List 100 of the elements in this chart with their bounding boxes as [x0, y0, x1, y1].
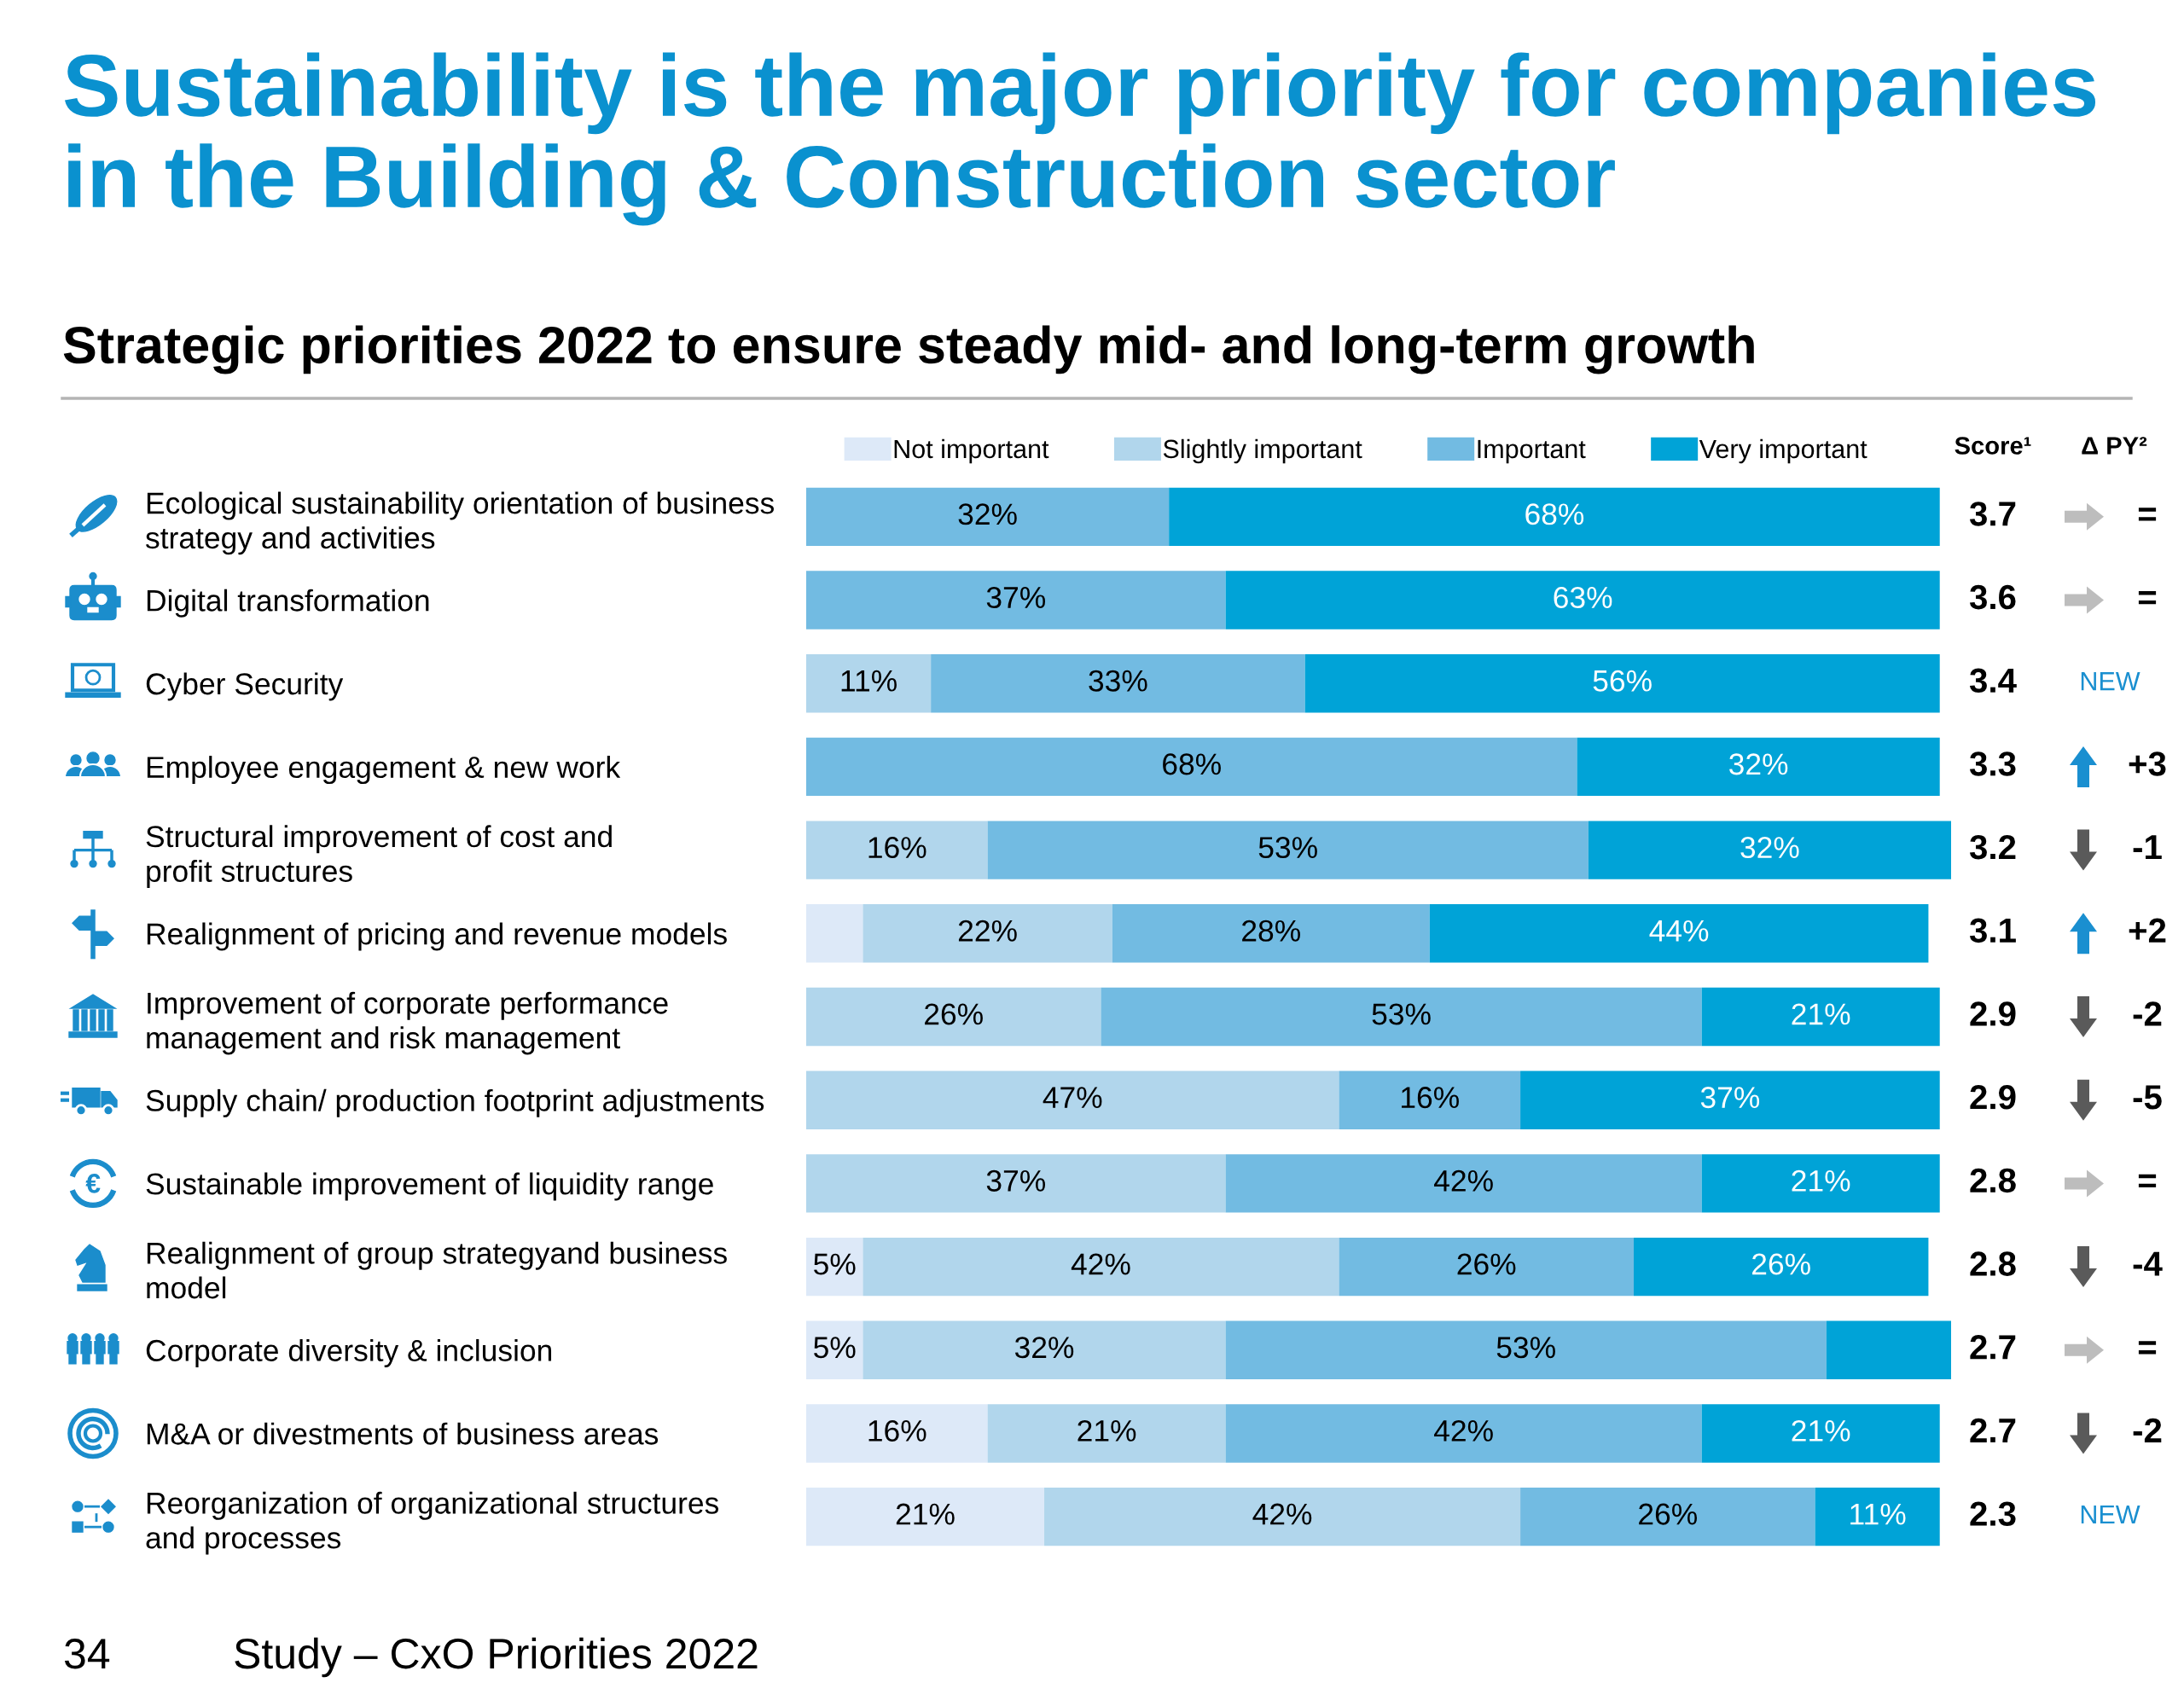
- text: -2: [2133, 1418, 2162, 1442]
- y-tick-label: M&A or divestments of business areas: [147, 1422, 659, 1445]
- bar: [806, 1487, 1045, 1546]
- bar: [1225, 1320, 1827, 1379]
- bar: [1701, 1404, 1940, 1463]
- data-label: 5%: [814, 1253, 856, 1275]
- data-label: 26%: [925, 1003, 983, 1025]
- bar: [806, 1404, 988, 1463]
- text: -1: [2133, 835, 2162, 860]
- text: -5: [2133, 1085, 2162, 1110]
- text: 3.7: [1969, 502, 2016, 526]
- data-label: 21%: [1077, 1419, 1136, 1442]
- data-label: 33%: [1089, 670, 1147, 692]
- bar: [987, 1404, 1226, 1463]
- data-label: 16%: [868, 837, 926, 859]
- bar: [1701, 987, 1940, 1047]
- bar: [806, 987, 1101, 1047]
- y-tick-label: Structural improvement of cost and profit structures: [146, 825, 612, 888]
- y-tick-label: Realignment of group strategyand business model: [147, 1241, 727, 1299]
- y-tick-label: Digital transformation: [147, 589, 429, 618]
- data-label: 32%: [1014, 1337, 1074, 1359]
- data-label: 47%: [1043, 1087, 1102, 1109]
- bar: [1429, 904, 1929, 963]
- data-label: 26%: [1457, 1253, 1516, 1275]
- bar: [1225, 1404, 1702, 1463]
- data-label: 21%: [1792, 1003, 1850, 1025]
- text: +2: [2129, 918, 2166, 943]
- data-label: 42%: [1071, 1253, 1130, 1275]
- text: 2.9: [1970, 1084, 2016, 1110]
- y-tick-label: Reorganization of organizational structures and processes: [146, 1491, 719, 1555]
- legend-label: Important: [1478, 439, 1586, 464]
- data-label: 32%: [1729, 753, 1788, 775]
- bar: [1304, 654, 1940, 713]
- bar: [1225, 571, 1940, 630]
- data-label: 37%: [986, 1169, 1045, 1192]
- data-label: 5%: [814, 1337, 856, 1359]
- text: 2.3: [1970, 1501, 2016, 1527]
- data-label: 63%: [1554, 586, 1612, 609]
- bar: [1588, 821, 1951, 879]
- bar: [806, 1154, 1226, 1213]
- bar: [806, 1070, 1339, 1129]
- data-label: 11%: [1850, 1503, 1906, 1525]
- data-label: 26%: [1752, 1253, 1810, 1275]
- text: NEW: [2081, 1506, 2140, 1524]
- bar: [1701, 1154, 1940, 1213]
- bar: [1577, 737, 1940, 797]
- bar: [806, 571, 1226, 630]
- y-tick-label: Sustainable improvement of liquidity range: [146, 1172, 713, 1201]
- bar: [1826, 1320, 1951, 1379]
- data-label: 68%: [1163, 753, 1221, 775]
- legend-label: Not important: [894, 438, 1049, 464]
- bar: [806, 737, 1577, 797]
- data-label: 21%: [896, 1503, 955, 1525]
- text: 34: [64, 1639, 110, 1669]
- text: -4: [2133, 1251, 2163, 1276]
- data-label: 22%: [958, 920, 1017, 942]
- bar: [987, 821, 1589, 879]
- bar: [1520, 1070, 1940, 1129]
- data-label: 42%: [1434, 1419, 1493, 1442]
- legend-label: Very important: [1699, 438, 1867, 464]
- legend-label: Slightly important: [1163, 438, 1362, 464]
- data-label: 32%: [1740, 837, 1799, 859]
- text: Score¹: [1955, 437, 2031, 455]
- text: =: [2138, 591, 2157, 605]
- text: 2.7: [1970, 1418, 2016, 1442]
- y-tick-label: Employee engagement & new work: [147, 756, 621, 785]
- data-label: 37%: [1700, 1087, 1760, 1109]
- bar: [1520, 1487, 1815, 1546]
- text: 3.4: [1969, 668, 2017, 693]
- text: 3.3: [1969, 751, 2016, 776]
- data-label: 21%: [1792, 1419, 1850, 1442]
- data-label: 44%: [1649, 920, 1709, 942]
- bar: [1044, 1487, 1521, 1546]
- data-label: 68%: [1525, 503, 1584, 525]
- text: -2: [2133, 1001, 2162, 1026]
- bar: [1339, 1070, 1521, 1129]
- y-tick-label: Ecological sustainability orientation of business strategy and activities: [145, 491, 774, 555]
- text: =: [2138, 1174, 2157, 1188]
- data-label: 16%: [1402, 1087, 1459, 1109]
- bar: [806, 1320, 863, 1379]
- text: 2.8: [1970, 1168, 2016, 1193]
- text: 3.2: [1969, 834, 2016, 860]
- text: 2.8: [1970, 1251, 2016, 1276]
- bar: [863, 1320, 1226, 1379]
- data-label: 11%: [841, 670, 897, 692]
- bar: [1815, 1487, 1940, 1546]
- bar: [806, 821, 988, 879]
- bar: [863, 1237, 1339, 1297]
- text: Δ PY²: [2082, 437, 2147, 455]
- data-label: 53%: [1372, 1003, 1431, 1025]
- y-tick-label: Improvement of corporate performance management and risk management: [147, 991, 668, 1055]
- data-label: 16%: [868, 1419, 926, 1442]
- bar: [1169, 487, 1940, 547]
- text: 3.1: [1969, 918, 2016, 943]
- data-label: 42%: [1434, 1169, 1493, 1192]
- data-label: 37%: [986, 586, 1045, 609]
- data-label: 26%: [1639, 1503, 1698, 1525]
- bar: [1101, 987, 1702, 1047]
- y-tick-label: Cyber Security: [146, 672, 344, 701]
- text: =: [2138, 508, 2157, 521]
